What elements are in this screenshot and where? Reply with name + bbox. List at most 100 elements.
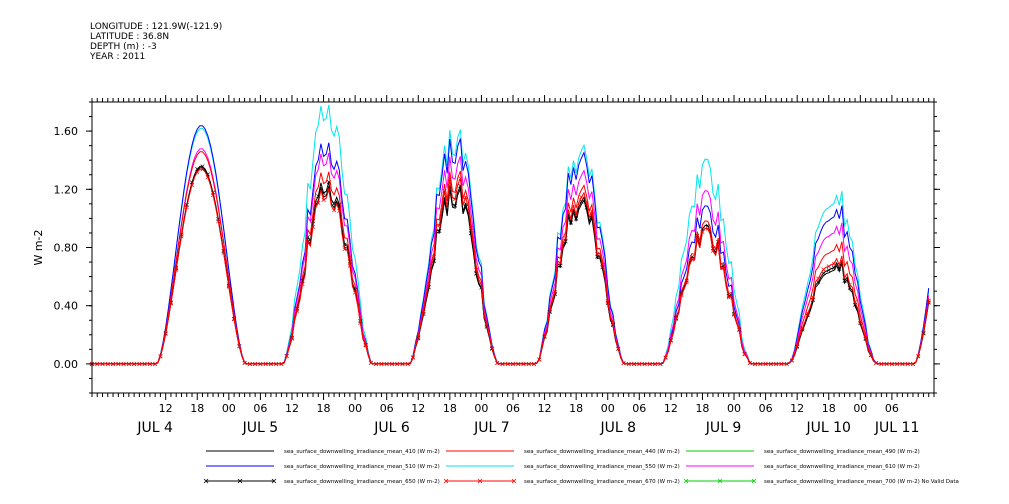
y-tick-label: 0.40 xyxy=(54,300,79,313)
series-marker-s670 xyxy=(310,224,316,229)
series-marker-s670 xyxy=(610,322,616,327)
series-marker-s670 xyxy=(731,312,737,317)
series-marker-s670 xyxy=(463,195,468,200)
series-marker-s670 xyxy=(663,355,668,360)
series-marker-s670 xyxy=(137,361,142,366)
series-marker-s670 xyxy=(432,254,437,259)
x-date-label: JUL 11 xyxy=(874,420,919,436)
series-marker-s670 xyxy=(142,361,147,366)
series-marker-s670 xyxy=(605,299,610,304)
legend-label: sea_surface_downwelling_irradiance_mean_… xyxy=(284,479,440,485)
legend-label: sea_surface_downwelling_irradiance_mean_… xyxy=(764,464,920,470)
series-marker-s670 xyxy=(684,280,689,285)
legend-marker xyxy=(443,478,449,484)
x-tick-label: 12 xyxy=(285,402,299,415)
series-marker-s670 xyxy=(874,361,879,366)
series-marker-s670 xyxy=(600,262,605,267)
series-marker-s670 xyxy=(505,361,510,366)
series-marker-s670 xyxy=(374,361,379,366)
series-marker-s670 xyxy=(695,236,700,241)
series-marker-s670 xyxy=(295,308,300,313)
series-marker-s650 xyxy=(826,268,831,273)
series-marker-s670 xyxy=(316,200,321,205)
x-tick-label: 00 xyxy=(474,402,488,415)
series-line-s670 xyxy=(92,168,930,365)
series-marker-s670 xyxy=(553,290,558,295)
series-marker-s670 xyxy=(595,251,600,256)
legend-marker xyxy=(271,478,277,484)
x-tick-label: 18 xyxy=(695,402,709,415)
series-marker-s670 xyxy=(400,361,405,366)
series-line-s410 xyxy=(92,167,930,365)
series-marker-s670 xyxy=(237,344,242,349)
series-marker-s670 xyxy=(242,360,247,365)
series-marker-s670 xyxy=(305,240,310,245)
series-marker-s670 xyxy=(658,361,663,366)
series-marker-s650 xyxy=(831,265,837,270)
series-marker-s670 xyxy=(547,308,552,313)
series-marker-s670 xyxy=(484,323,489,328)
x-tick-label: 12 xyxy=(664,402,678,415)
series-marker-s670 xyxy=(926,298,931,303)
x-tick-label: 06 xyxy=(759,402,773,415)
series-marker-s670 xyxy=(189,182,195,188)
series-marker-s670 xyxy=(379,361,384,366)
legend-marker xyxy=(203,478,209,484)
series-layer xyxy=(89,104,931,366)
series-marker-s670 xyxy=(842,275,847,280)
series-marker-s670 xyxy=(353,290,358,295)
x-tick-label: 18 xyxy=(317,402,331,415)
series-marker-s670 xyxy=(637,361,642,366)
series-marker-s670 xyxy=(689,257,694,262)
legend: sea_surface_downwelling_irradiance_mean_… xyxy=(203,449,959,485)
series-marker-s670 xyxy=(726,295,731,300)
x-date-label: JUL 7 xyxy=(473,420,510,436)
series-marker-s670 xyxy=(337,208,342,213)
x-tick-label: 06 xyxy=(380,402,394,415)
series-marker-s670 xyxy=(284,354,289,359)
x-tick-label: 12 xyxy=(411,402,425,415)
series-marker-s670 xyxy=(910,361,915,366)
series-marker-s670 xyxy=(568,216,573,221)
series-marker-s670 xyxy=(321,197,326,203)
x-date-label: JUL 9 xyxy=(705,420,742,436)
legend-marker xyxy=(477,478,483,484)
x-tick-label: 06 xyxy=(253,402,267,415)
series-marker-s670 xyxy=(147,361,152,366)
series-marker-s670 xyxy=(216,219,221,224)
series-marker-s670 xyxy=(905,361,910,366)
series-marker-s670 xyxy=(779,361,784,366)
series-marker-s670 xyxy=(510,361,516,366)
series-marker-s670 xyxy=(221,250,226,255)
series-marker-s670 xyxy=(647,361,652,366)
series-marker-s670 xyxy=(258,361,263,366)
series-marker-s670 xyxy=(526,361,531,366)
legend-label: sea_surface_downwelling_irradiance_mean_… xyxy=(524,464,680,470)
series-marker-s670 xyxy=(421,309,426,314)
series-marker-s670 xyxy=(542,334,547,339)
series-marker-s670 xyxy=(232,317,237,322)
series-marker-s670 xyxy=(395,361,400,366)
series-marker-s670 xyxy=(426,282,431,287)
series-marker-s670 xyxy=(205,175,210,180)
series-marker-s670 xyxy=(821,267,826,272)
series-marker-s670 xyxy=(831,261,837,266)
x-tick-label: 18 xyxy=(190,402,204,415)
series-marker-s670 xyxy=(589,209,594,214)
series-marker-s670 xyxy=(342,247,347,252)
series-marker-s670 xyxy=(700,229,705,234)
legend-marker xyxy=(511,478,517,484)
legend-marker xyxy=(237,478,243,484)
y-tick-label: 0.00 xyxy=(54,358,79,371)
series-marker-s670 xyxy=(537,357,542,362)
series-marker-s670 xyxy=(495,361,500,366)
series-marker-s670 xyxy=(437,223,442,228)
series-marker-s670 xyxy=(616,346,621,351)
series-marker-s670 xyxy=(805,311,810,316)
series-marker-s670 xyxy=(447,176,452,181)
x-tick-label: 00 xyxy=(601,402,615,415)
series-marker-s670 xyxy=(668,338,673,343)
series-marker-s670 xyxy=(584,201,589,206)
legend-marker xyxy=(751,478,757,484)
